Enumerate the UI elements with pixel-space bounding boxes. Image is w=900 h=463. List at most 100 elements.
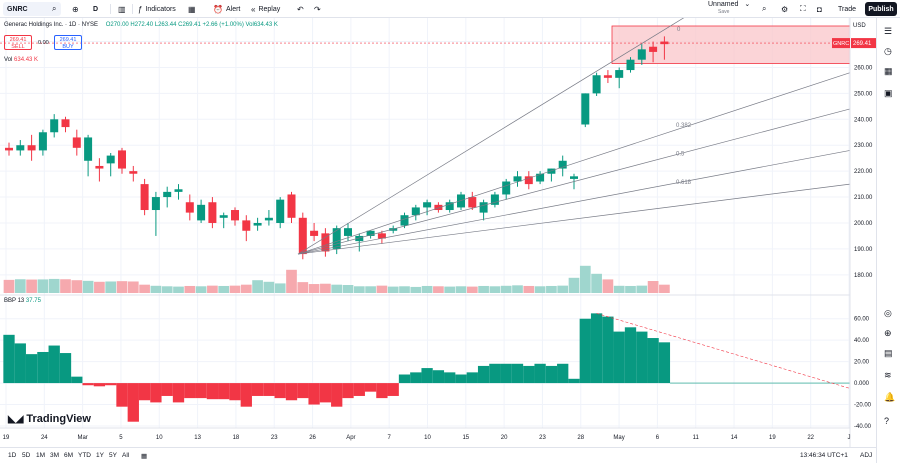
- candle-body: [208, 202, 217, 223]
- candle-body: [468, 197, 477, 208]
- interval-button[interactable]: D: [93, 5, 99, 13]
- data-window-icon[interactable]: ▦: [884, 66, 893, 76]
- candle-body: [423, 202, 432, 208]
- sell-button[interactable]: 269.41 SELL: [4, 35, 32, 50]
- target-icon[interactable]: ◎: [884, 308, 892, 318]
- candle-body: [129, 171, 138, 174]
- bbp-bar: [195, 383, 207, 399]
- volume-bar: [195, 286, 207, 293]
- notifications-icon[interactable]: 🔔: [884, 392, 896, 402]
- bbp-bar: [263, 383, 275, 396]
- bbp-bar: [489, 363, 501, 384]
- price-tick-label: 230.00: [854, 143, 873, 149]
- redo-icon[interactable]: ↷: [314, 4, 321, 14]
- replay-button[interactable]: « Replay: [251, 2, 280, 16]
- stream-icon[interactable]: ≋: [884, 370, 892, 380]
- bbp-bar: [240, 383, 252, 407]
- fullscreen-icon[interactable]: ⛶: [800, 4, 806, 13]
- range-ytd[interactable]: YTD: [78, 452, 91, 459]
- candle-body: [50, 119, 59, 133]
- watchlist-icon[interactable]: ☰: [884, 26, 893, 36]
- search-icon[interactable]: ⌕: [52, 4, 57, 13]
- range-1m[interactable]: 1M: [36, 452, 46, 459]
- volume-bar: [647, 281, 659, 293]
- candle-body: [400, 215, 409, 226]
- bbp-bar: [150, 383, 162, 403]
- templates-icon[interactable]: ▦: [188, 4, 196, 14]
- trade-button[interactable]: Trade: [838, 5, 857, 13]
- volume-bar: [161, 286, 173, 293]
- go-to-date-icon[interactable]: ▦: [141, 453, 148, 460]
- bbp-axis[interactable]: 60.00 40.00 20.00 0.000 -20.00 -40.00: [854, 317, 872, 430]
- range-6m[interactable]: 6M: [64, 452, 74, 459]
- calendar-icon[interactable]: ▤: [884, 348, 893, 358]
- layout-name[interactable]: Unnamed ⌄: [708, 1, 750, 9]
- alert-button[interactable]: ⏰ Alert: [213, 2, 240, 16]
- candle-body: [502, 181, 511, 195]
- range-3m[interactable]: 3M: [50, 452, 60, 459]
- range-1y[interactable]: 1Y: [96, 452, 104, 459]
- buy-button[interactable]: 269.41 BUY: [54, 35, 82, 50]
- camera-icon[interactable]: ◘: [817, 4, 822, 14]
- clock[interactable]: 13:46:34 UTC+1: [800, 452, 848, 459]
- volume-bar: [568, 277, 580, 293]
- time-tick-label: Apr: [346, 435, 355, 441]
- symbol-search[interactable]: GNRC: [3, 2, 61, 16]
- time-axis[interactable]: 19 24 Mar 5 10 13 18 23 26 Apr 7 10 15 20 23 28 May 6 11 14…: [3, 435, 851, 441]
- volume-bar: [218, 285, 230, 293]
- tradingview-logo[interactable]: ◣◢ TradingView: [8, 413, 91, 425]
- layout-save-status: Save: [718, 9, 730, 15]
- bbp-trendline: [596, 313, 851, 389]
- quick-search-icon[interactable]: ⌕: [762, 4, 767, 13]
- bbp-bar: [511, 363, 524, 384]
- right-sidebar: ☰ ◷ ▦ ▣ ◎ ⊕ ▤ ≋ 🔔 ?: [876, 18, 900, 463]
- bbp-bar: [398, 374, 411, 384]
- time-tick-label: 7: [388, 435, 392, 441]
- range-5d[interactable]: 5D: [22, 452, 31, 459]
- volume-bar: [625, 285, 636, 293]
- settings-icon[interactable]: ⚙: [781, 4, 789, 14]
- time-tick-label: 14: [731, 435, 738, 441]
- help-icon[interactable]: ?: [884, 416, 890, 426]
- volume-legend[interactable]: Vol 634.43 K: [4, 57, 38, 63]
- volume-bars: [3, 265, 670, 293]
- volume-bar: [636, 285, 648, 293]
- indicators-button[interactable]: ƒ Indicators: [138, 2, 176, 16]
- symbol-legend[interactable]: Generac Holdings Inc. · 1D · NYSE O270.0…: [4, 22, 278, 28]
- bbp-bar: [161, 383, 173, 396]
- undo-icon[interactable]: ↶: [297, 4, 304, 14]
- volume-bar: [353, 286, 365, 293]
- bbp-bar: [251, 383, 264, 396]
- price-tick-label: 190.00: [854, 247, 873, 253]
- volume-bar: [421, 285, 433, 293]
- bbp-bar: [48, 345, 60, 384]
- volume-bar: [263, 281, 275, 293]
- range-1d[interactable]: 1D: [8, 452, 17, 459]
- volume-bar: [579, 265, 591, 293]
- alerts-clock-icon[interactable]: ◷: [884, 46, 892, 56]
- bbp-bar: [602, 316, 614, 384]
- candles-icon[interactable]: ▥: [118, 4, 126, 14]
- price-axis[interactable]: 270.00260.00250.00240.00230.00220.00210.…: [0, 23, 876, 279]
- replay-label: Replay: [258, 5, 281, 13]
- alert-icon: ⏰: [213, 4, 223, 14]
- volume-bar: [37, 279, 49, 293]
- replay-icon: «: [251, 4, 256, 14]
- time-tick-label: 11: [693, 435, 700, 441]
- bbp-bar: [647, 338, 659, 384]
- adjust-toggle[interactable]: ADJ: [860, 452, 873, 459]
- ideas-icon[interactable]: ⊕: [884, 328, 892, 338]
- publish-button[interactable]: Publish: [865, 2, 897, 16]
- time-tick-label: 24: [41, 435, 48, 441]
- range-all[interactable]: All: [122, 452, 130, 459]
- bbp-legend[interactable]: BBP 13 37.75: [4, 298, 41, 304]
- candle-body: [264, 217, 273, 221]
- add-symbol-icon[interactable]: ⊕: [72, 4, 79, 14]
- hotlist-icon[interactable]: ▣: [884, 88, 893, 98]
- bbp-bar: [127, 383, 139, 422]
- time-tick-label: 18: [233, 435, 240, 441]
- range-5y[interactable]: 5Y: [109, 452, 117, 459]
- fib-level-label: 0.382: [676, 123, 692, 129]
- volume-key: Vol: [4, 57, 13, 63]
